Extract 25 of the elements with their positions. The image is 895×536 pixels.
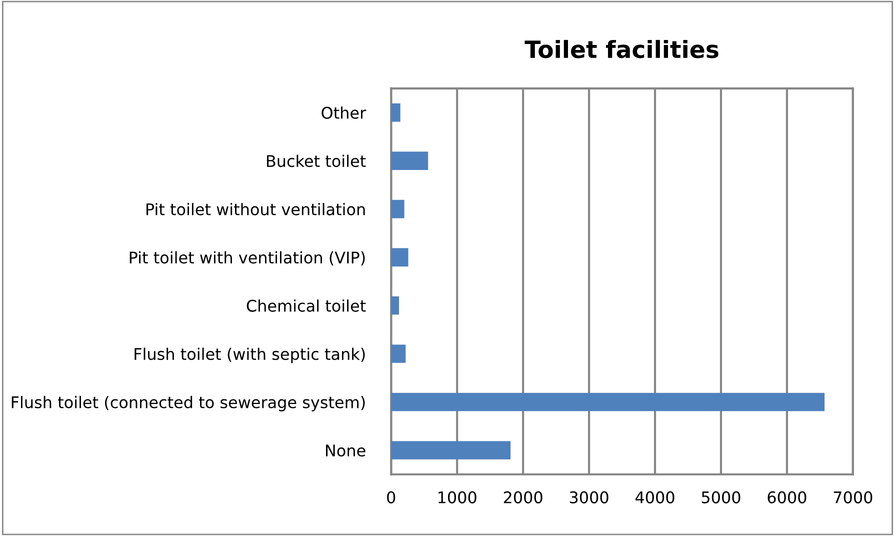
y-tick-label: Flush toilet (with septic tank) (134, 348, 365, 364)
bar (391, 344, 406, 363)
bar (391, 296, 400, 315)
x-tick-label: 7000 (834, 491, 872, 504)
x-tick-label: 2000 (504, 491, 542, 504)
bar (391, 441, 511, 460)
bar (391, 103, 400, 122)
bar (391, 392, 825, 412)
bar (391, 200, 404, 218)
y-tick-label: Pit toilet without ventilation (146, 202, 365, 216)
x-tick-label: 5000 (702, 491, 740, 504)
y-tick-label: None (326, 444, 366, 457)
y-tick-label: Pit toilet with ventilation (VIP) (130, 251, 365, 266)
x-tick-label: 0 (387, 491, 396, 504)
x-tick-label: 4000 (635, 491, 674, 504)
y-tick-label: Other (322, 106, 366, 119)
x-tick-label: 6000 (768, 491, 806, 504)
chart-title: Toilet facilities (524, 40, 718, 58)
bar (391, 248, 408, 266)
x-tick-label: 3000 (570, 491, 608, 504)
y-tick-label: Bucket toilet (266, 154, 366, 168)
bar (391, 152, 428, 170)
x-tick-label: 1000 (438, 491, 476, 504)
y-tick-label: Flush toilet (connected to sewerage system) (12, 396, 365, 412)
y-tick-label: Chemical toilet (246, 299, 366, 312)
